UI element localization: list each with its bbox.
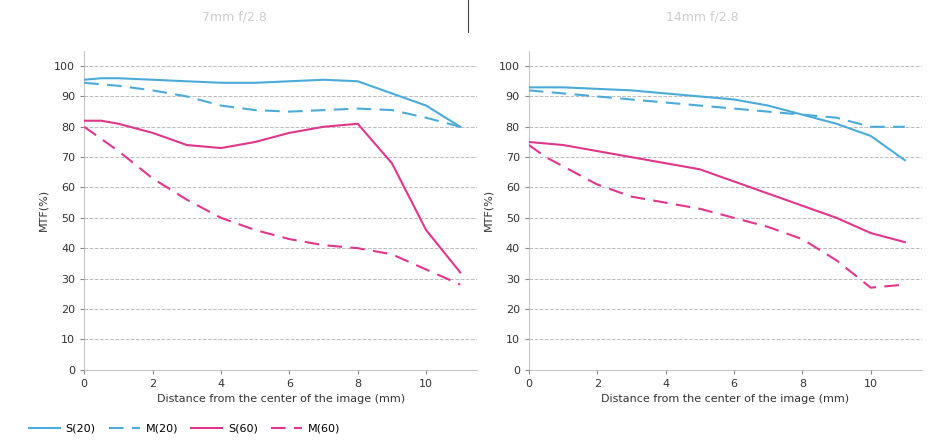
Y-axis label: MTF(%): MTF(%)	[483, 189, 493, 231]
X-axis label: Distance from the center of the image (mm): Distance from the center of the image (m…	[156, 394, 405, 404]
Text: 7mm f/2.8: 7mm f/2.8	[201, 10, 267, 23]
Text: 14mm f/2.8: 14mm f/2.8	[665, 10, 739, 23]
X-axis label: Distance from the center of the image (mm): Distance from the center of the image (m…	[601, 394, 850, 404]
Legend: S(20), M(20), S(60), M(60): S(20), M(20), S(60), M(60)	[24, 419, 344, 438]
Y-axis label: MTF(%): MTF(%)	[38, 189, 49, 231]
